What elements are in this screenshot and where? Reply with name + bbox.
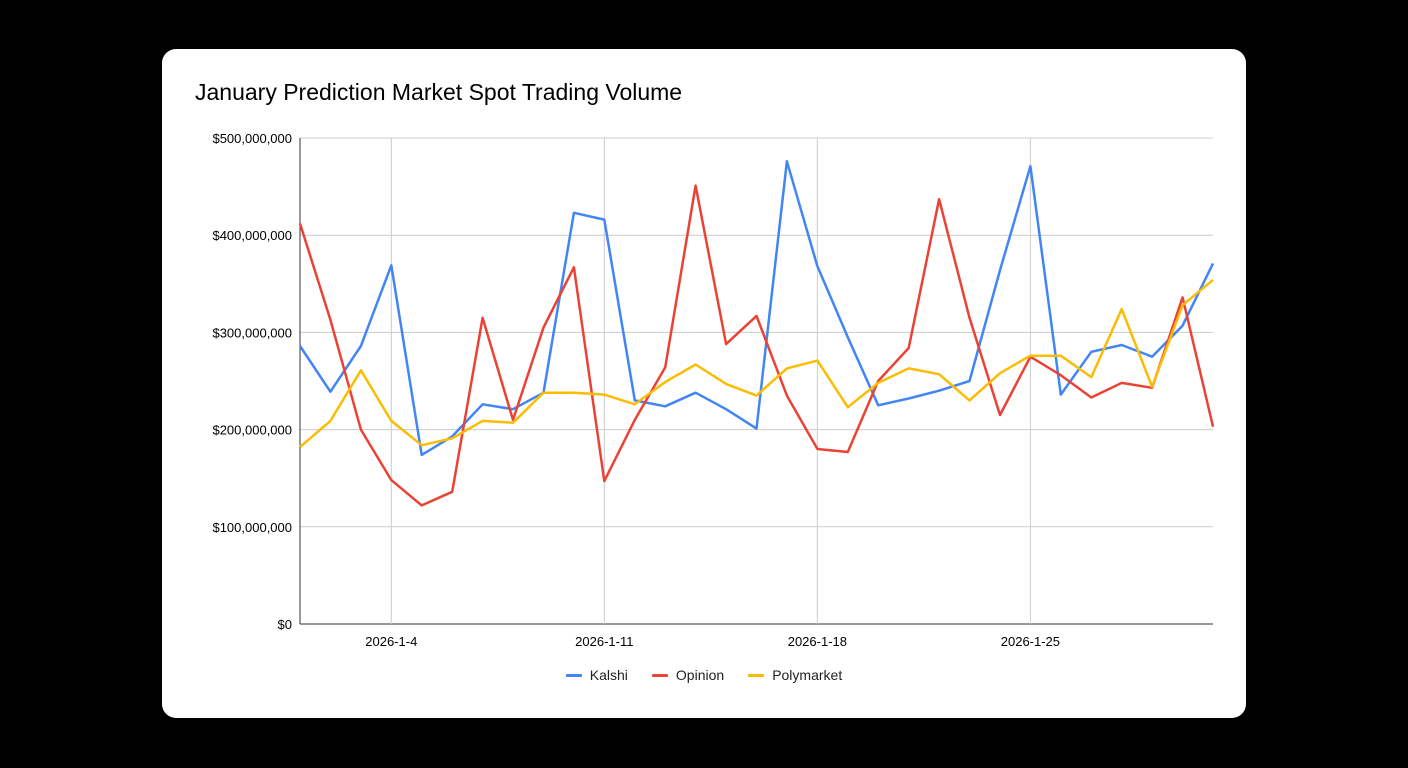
chart-title: January Prediction Market Spot Trading V… xyxy=(195,79,683,105)
x-tick-label: 2026-1-18 xyxy=(788,634,847,649)
chart-card: January Prediction Market Spot Trading V… xyxy=(162,49,1246,718)
x-tick-label: 2026-1-4 xyxy=(365,634,417,649)
y-tick-label: $500,000,000 xyxy=(212,131,292,146)
legend-label: Opinion xyxy=(675,667,725,683)
legend-item-kalshi[interactable]: Kalshi xyxy=(565,667,628,683)
series-line-kalshi xyxy=(298,160,1215,457)
x-tick-label: 2026-1-25 xyxy=(1001,634,1060,649)
line-chart: $0 $100,000,000 $200,000,000 $300,000,000 $4… xyxy=(212,131,1215,649)
legend-item-opinion[interactable]: Opinion xyxy=(651,667,725,683)
y-tick-label: $0 xyxy=(278,617,292,632)
legend-label: Polymarket xyxy=(772,667,843,683)
series-line-opinion xyxy=(298,184,1215,507)
legend-item-polymarket[interactable]: Polymarket xyxy=(748,667,842,683)
legend-swatch xyxy=(651,673,668,677)
legend: Kalshi Opinion Polymarket xyxy=(162,667,1246,683)
legend-label: Kalshi xyxy=(589,667,628,683)
series-line-polymarket xyxy=(299,278,1214,449)
x-tick-label: 2026-1-11 xyxy=(575,634,633,649)
legend-swatch xyxy=(565,673,582,677)
y-tick-label: $100,000,000 xyxy=(212,520,292,535)
y-tick-label: $200,000,000 xyxy=(212,423,292,438)
y-tick-label: $300,000,000 xyxy=(212,325,292,340)
y-tick-label: $400,000,000 xyxy=(212,228,292,243)
legend-swatch xyxy=(748,673,765,677)
